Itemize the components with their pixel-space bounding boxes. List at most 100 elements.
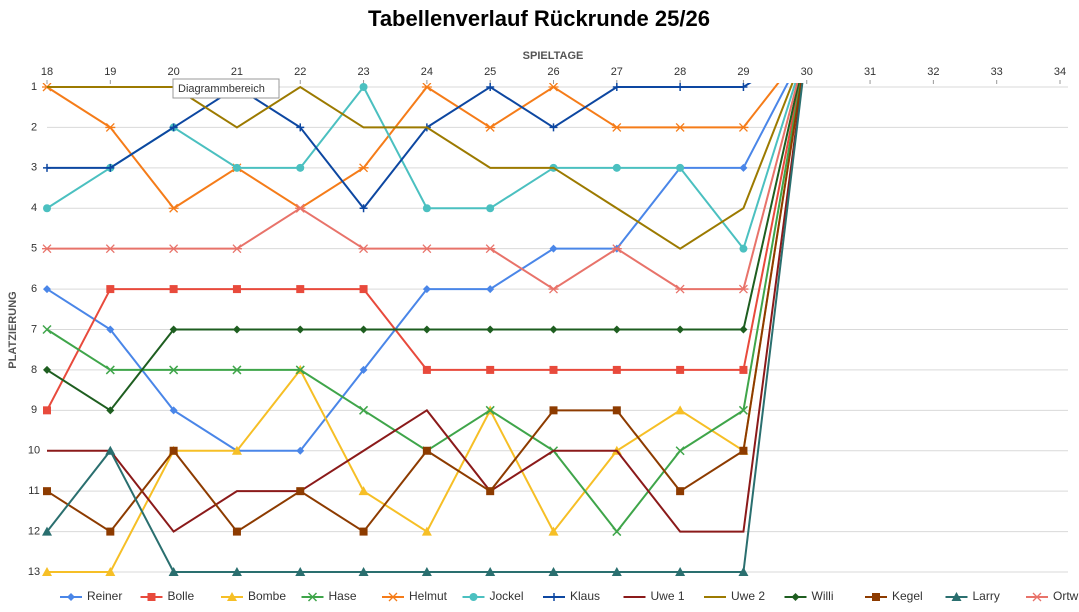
marker	[739, 365, 748, 374]
marker	[739, 163, 748, 172]
marker	[485, 122, 496, 132]
marker	[169, 365, 179, 375]
marker	[359, 365, 368, 374]
y-tick-label: 11	[28, 485, 39, 497]
marker	[612, 527, 622, 537]
marker	[231, 445, 242, 455]
y-tick-label: 5	[31, 243, 37, 255]
marker	[676, 365, 685, 374]
marker	[147, 593, 156, 601]
marker	[421, 526, 432, 536]
legend-label: Willi	[812, 589, 834, 603]
marker	[422, 446, 431, 455]
marker	[738, 122, 749, 132]
marker	[42, 244, 52, 254]
marker	[106, 527, 115, 536]
marker	[105, 567, 116, 576]
marker	[550, 593, 558, 601]
legend-label: Helmut	[409, 589, 448, 603]
marker	[105, 122, 116, 132]
marker	[421, 83, 432, 92]
x-tick-label: 22	[294, 66, 306, 78]
marker	[295, 365, 305, 375]
marker	[738, 405, 748, 415]
marker	[296, 163, 305, 172]
marker	[549, 365, 558, 374]
marker	[359, 204, 368, 213]
x-tick-label: 23	[357, 66, 369, 78]
marker	[802, 42, 812, 51]
marker	[231, 244, 242, 254]
marker	[803, 43, 811, 51]
marker	[106, 406, 115, 415]
marker	[485, 567, 496, 576]
marker	[295, 567, 306, 576]
marker	[105, 244, 116, 254]
x-tick-label: 27	[611, 66, 623, 78]
marker	[803, 43, 811, 51]
marker	[422, 204, 431, 213]
legend-label: Bolle	[168, 589, 195, 603]
x-tick-label: 20	[168, 66, 180, 78]
marker	[612, 163, 621, 172]
marker	[803, 43, 811, 51]
y-tick-label: 8	[31, 364, 37, 376]
marker	[296, 123, 305, 132]
marker	[1032, 592, 1042, 602]
y-tick-label: 4	[31, 202, 37, 214]
marker	[358, 567, 369, 576]
y-tick-label: 3	[31, 162, 37, 174]
marker	[358, 163, 369, 173]
marker	[359, 527, 368, 536]
marker	[296, 446, 305, 455]
marker	[232, 163, 241, 172]
legend-label: Ortwin	[1053, 589, 1079, 603]
x-tick-label: 25	[484, 66, 496, 78]
marker	[612, 325, 621, 334]
x-tick-label: 28	[674, 66, 686, 78]
marker	[612, 365, 621, 374]
marker	[231, 567, 242, 576]
marker	[169, 446, 178, 455]
marker	[549, 406, 558, 415]
marker	[676, 83, 685, 91]
marker	[485, 244, 496, 254]
marker	[803, 43, 811, 51]
x-tick-label: 31	[864, 66, 876, 78]
marker	[611, 244, 622, 254]
marker	[549, 123, 558, 132]
marker	[169, 406, 178, 415]
marker	[486, 365, 495, 374]
chart-title: Tabellenverlauf Rückrunde 25/26	[368, 6, 710, 31]
legend-label: Hase	[329, 589, 357, 603]
legend-label: Uwe 2	[731, 589, 765, 603]
marker	[388, 592, 398, 602]
marker	[169, 285, 178, 294]
marker	[232, 285, 241, 294]
y-tick-label: 12	[28, 525, 40, 537]
y-tick-label: 1	[31, 81, 37, 93]
marker	[675, 446, 685, 456]
marker	[359, 285, 368, 294]
x-tick-label: 26	[547, 66, 559, 78]
marker	[675, 405, 686, 415]
marker	[486, 325, 495, 334]
marker	[43, 365, 51, 374]
marker	[791, 593, 800, 601]
x-tick-label: 32	[927, 66, 939, 78]
marker	[739, 83, 748, 91]
marker	[232, 527, 241, 536]
marker	[106, 163, 115, 172]
legend-label: Klaus	[570, 589, 600, 603]
x-tick-label: 34	[1054, 66, 1066, 78]
marker	[802, 42, 812, 51]
marker	[675, 122, 686, 132]
marker	[803, 43, 811, 51]
legend-label: Bombe	[248, 589, 286, 603]
marker	[295, 203, 306, 213]
marker	[105, 365, 115, 375]
marker	[486, 285, 495, 294]
x-tick-label: 33	[991, 66, 1003, 78]
marker	[738, 284, 749, 294]
marker	[548, 526, 559, 536]
